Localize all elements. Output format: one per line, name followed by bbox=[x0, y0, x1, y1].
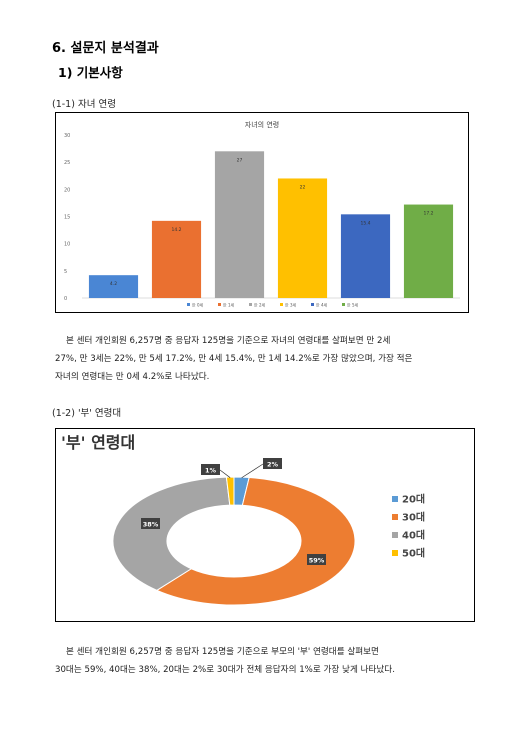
bar-1 bbox=[151, 220, 202, 298]
paragraph2-line1: 본 센터 개인회원 6,257명 중 응답자 125명을 기준으로 부모의 '부… bbox=[66, 647, 379, 657]
donut-data-label: 38% bbox=[143, 521, 159, 529]
donut-legend-swatch bbox=[392, 550, 398, 556]
y-tick-label: 25 bbox=[64, 160, 70, 166]
bar-data-label: 4.2 bbox=[110, 281, 117, 287]
legend-swatch bbox=[249, 303, 252, 306]
bar-2 bbox=[214, 151, 265, 298]
legend-label: 만 5세 bbox=[347, 302, 358, 308]
donut-legend-swatch bbox=[392, 532, 398, 538]
legend-swatch bbox=[218, 303, 221, 306]
donut-data-label: 1% bbox=[205, 467, 217, 475]
bar-3 bbox=[277, 178, 328, 298]
donut-legend-label: 20대 bbox=[402, 493, 425, 506]
donut-legend-label: 40대 bbox=[402, 529, 425, 542]
donut-chart-frame: '부' 연령대 2% 59% 38% 1% 20대 30대 40대 50대 bbox=[55, 428, 475, 622]
donut-data-label: 2% bbox=[267, 461, 279, 469]
legend-swatch bbox=[280, 303, 283, 306]
donut-label-box bbox=[307, 554, 326, 565]
legend-swatch bbox=[342, 303, 345, 306]
donut-slice-1 bbox=[155, 476, 356, 606]
legend-swatch bbox=[187, 303, 190, 306]
bar-4 bbox=[340, 214, 391, 298]
bar-0 bbox=[88, 275, 139, 298]
legend-label: 만 0세 bbox=[192, 302, 203, 308]
donut-legend-swatch bbox=[392, 496, 398, 502]
legend-label: 만 3세 bbox=[285, 302, 296, 308]
bar-chart-frame: 자녀의 연령 0 5 10 15 20 25 30 4.2 14.2 27 22 15.4 17.2 … bbox=[55, 112, 469, 313]
bar-data-label: 14.2 bbox=[171, 227, 181, 233]
leader-line bbox=[241, 463, 264, 479]
donut-legend-swatch bbox=[392, 514, 398, 520]
y-tick-label: 0 bbox=[64, 296, 67, 302]
donut-slice-2 bbox=[112, 476, 231, 591]
bar-5 bbox=[403, 204, 454, 298]
bar-data-label: 27 bbox=[237, 157, 243, 163]
y-tick-label: 30 bbox=[64, 133, 70, 139]
donut-label-box bbox=[201, 464, 220, 475]
paragraph1-line1: 본 센터 개인회원 6,257명 중 응답자 125명을 기준으로 자녀의 연령… bbox=[66, 336, 391, 346]
subsection-title: 1) 기본사항 bbox=[58, 65, 123, 80]
donut-label-box bbox=[141, 518, 160, 529]
legend-label: 만 4세 bbox=[316, 302, 327, 308]
paragraph2-line2: 30대는 59%, 40대는 38%, 20대는 2%로 30대가 전체 응답자… bbox=[55, 665, 395, 675]
donut-chart-title: '부' 연령대 bbox=[61, 433, 135, 452]
legend-swatch bbox=[311, 303, 314, 306]
y-tick-label: 5 bbox=[64, 269, 67, 275]
bar-data-label: 17.2 bbox=[423, 211, 433, 217]
donut-legend-label: 30대 bbox=[402, 511, 425, 524]
legend-label: 만 2세 bbox=[254, 302, 265, 308]
donut-data-label: 59% bbox=[309, 557, 325, 565]
donut-chart: '부' 연령대 2% 59% 38% 1% 20대 30대 40대 50대 bbox=[61, 433, 425, 606]
leader-line bbox=[219, 469, 231, 478]
y-tick-label: 10 bbox=[64, 242, 70, 248]
section-title: 6. 설문지 분석결과 bbox=[52, 41, 159, 56]
bar-chart-title: 자녀의 연령 bbox=[245, 120, 279, 129]
y-tick-label: 20 bbox=[64, 187, 70, 193]
figure2-caption: (1-2) '부' 연령대 bbox=[52, 408, 122, 419]
bar-data-label: 22 bbox=[300, 184, 306, 190]
paragraph1-line2: 27%, 만 3세는 22%, 만 5세 17.2%, 만 4세 15.4%, … bbox=[55, 354, 413, 364]
y-tick-label: 15 bbox=[64, 215, 70, 221]
figure1-caption: (1-1) 자녀 연령 bbox=[52, 99, 116, 110]
donut-label-box bbox=[263, 458, 282, 469]
bar-data-label: 15.4 bbox=[360, 220, 370, 226]
paragraph1-line3: 자녀의 연령대는 만 0세 4.2%로 나타났다. bbox=[55, 372, 210, 382]
legend-label: 만 1세 bbox=[223, 302, 234, 308]
donut-legend-label: 50대 bbox=[402, 547, 425, 560]
